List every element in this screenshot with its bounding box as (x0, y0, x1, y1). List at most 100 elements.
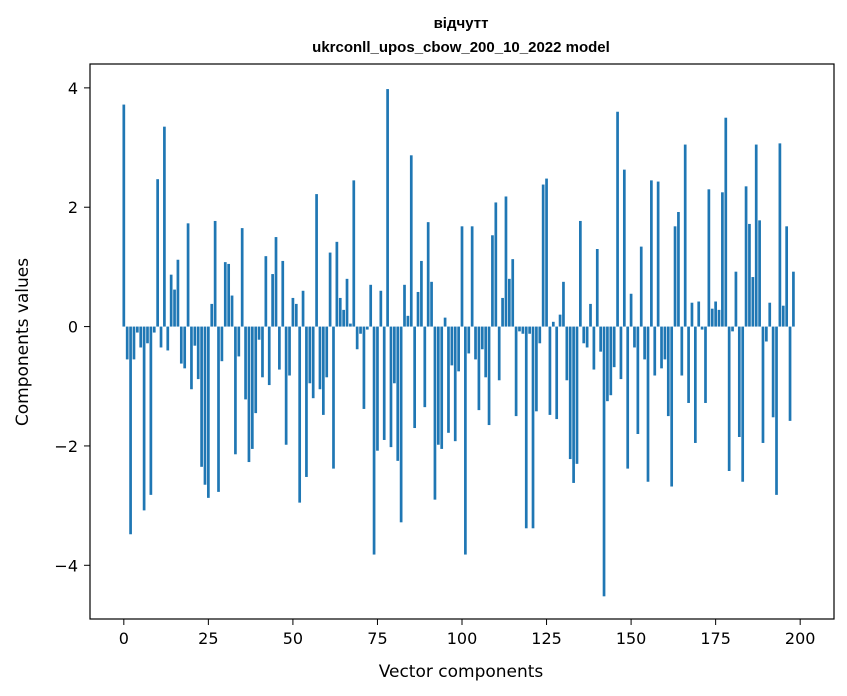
bar (582, 326, 586, 344)
bar (311, 326, 315, 399)
x-tick-label: 150 (616, 629, 647, 648)
bar (663, 326, 667, 360)
bar (436, 326, 440, 445)
chart-title: відчутт (434, 15, 489, 32)
bar (420, 260, 423, 327)
bar (731, 326, 734, 332)
x-axis: 0 25 50 75 100 125 150 175 200 (119, 619, 815, 648)
bar (359, 326, 362, 334)
bar (271, 274, 274, 327)
bar (250, 326, 254, 449)
bar (321, 326, 325, 415)
bar (207, 326, 210, 498)
bar (379, 290, 383, 327)
bar (606, 326, 609, 402)
bar (196, 326, 200, 380)
bar (788, 326, 792, 421)
bar (626, 326, 630, 469)
x-tick-label: 125 (531, 629, 562, 648)
bar (369, 284, 373, 327)
bar (683, 144, 687, 327)
bar (541, 184, 545, 327)
bar (301, 290, 305, 327)
bar (660, 326, 663, 369)
bar (308, 326, 312, 384)
bar (200, 326, 203, 467)
bar (152, 326, 156, 333)
bar (328, 252, 332, 327)
bar (741, 326, 745, 482)
bar (122, 104, 126, 327)
bar (494, 202, 498, 327)
bar (409, 155, 413, 327)
x-tick-label: 100 (447, 629, 478, 648)
bar (156, 179, 159, 327)
bar (403, 284, 406, 327)
bar (622, 169, 626, 327)
bar (507, 278, 511, 327)
bar (673, 226, 677, 327)
bar (376, 326, 379, 451)
bar (315, 194, 318, 327)
bar (460, 226, 464, 327)
bar (653, 326, 657, 376)
bar (748, 223, 751, 327)
bar (697, 301, 701, 327)
bar (535, 326, 538, 412)
bar (761, 326, 765, 443)
bar (721, 192, 724, 327)
bar (572, 326, 575, 483)
bar (565, 326, 569, 381)
bar (643, 326, 646, 360)
bar (179, 326, 183, 364)
bar (666, 326, 670, 417)
y-tick-label: 2 (68, 198, 78, 217)
bar (737, 326, 741, 437)
bar (568, 326, 572, 460)
x-tick-label: 75 (367, 629, 387, 648)
bar (677, 212, 680, 327)
bar (538, 326, 542, 344)
bar (386, 89, 389, 327)
bar (423, 326, 427, 408)
bar (305, 326, 308, 477)
bar (267, 326, 271, 386)
bar (670, 326, 674, 487)
bar (785, 226, 789, 327)
bar (491, 235, 494, 327)
bar (480, 326, 484, 350)
bar (633, 326, 636, 348)
bar (781, 305, 785, 327)
bar (650, 180, 653, 327)
bar (751, 277, 755, 327)
bar (426, 222, 430, 327)
bar (548, 326, 552, 415)
bar (294, 303, 298, 327)
bar (413, 326, 417, 429)
bar (217, 326, 220, 492)
bar (778, 143, 782, 327)
bar (443, 317, 447, 327)
bar (284, 326, 288, 445)
bar (372, 326, 376, 555)
bar (223, 262, 227, 327)
bar (464, 326, 467, 555)
bar (342, 309, 345, 327)
bar (700, 326, 704, 330)
bar (521, 326, 525, 334)
bar (558, 314, 562, 327)
bar (467, 326, 471, 354)
bar (656, 181, 660, 327)
y-tick-label: −2 (54, 437, 78, 456)
bar (599, 326, 603, 352)
bar (595, 249, 599, 327)
bar (213, 220, 217, 327)
bar (792, 271, 795, 327)
bar (497, 326, 501, 381)
bar (430, 281, 433, 327)
bar (704, 326, 707, 403)
bar (399, 326, 403, 523)
bar (477, 326, 481, 411)
bar (484, 326, 488, 378)
bar (450, 326, 454, 366)
